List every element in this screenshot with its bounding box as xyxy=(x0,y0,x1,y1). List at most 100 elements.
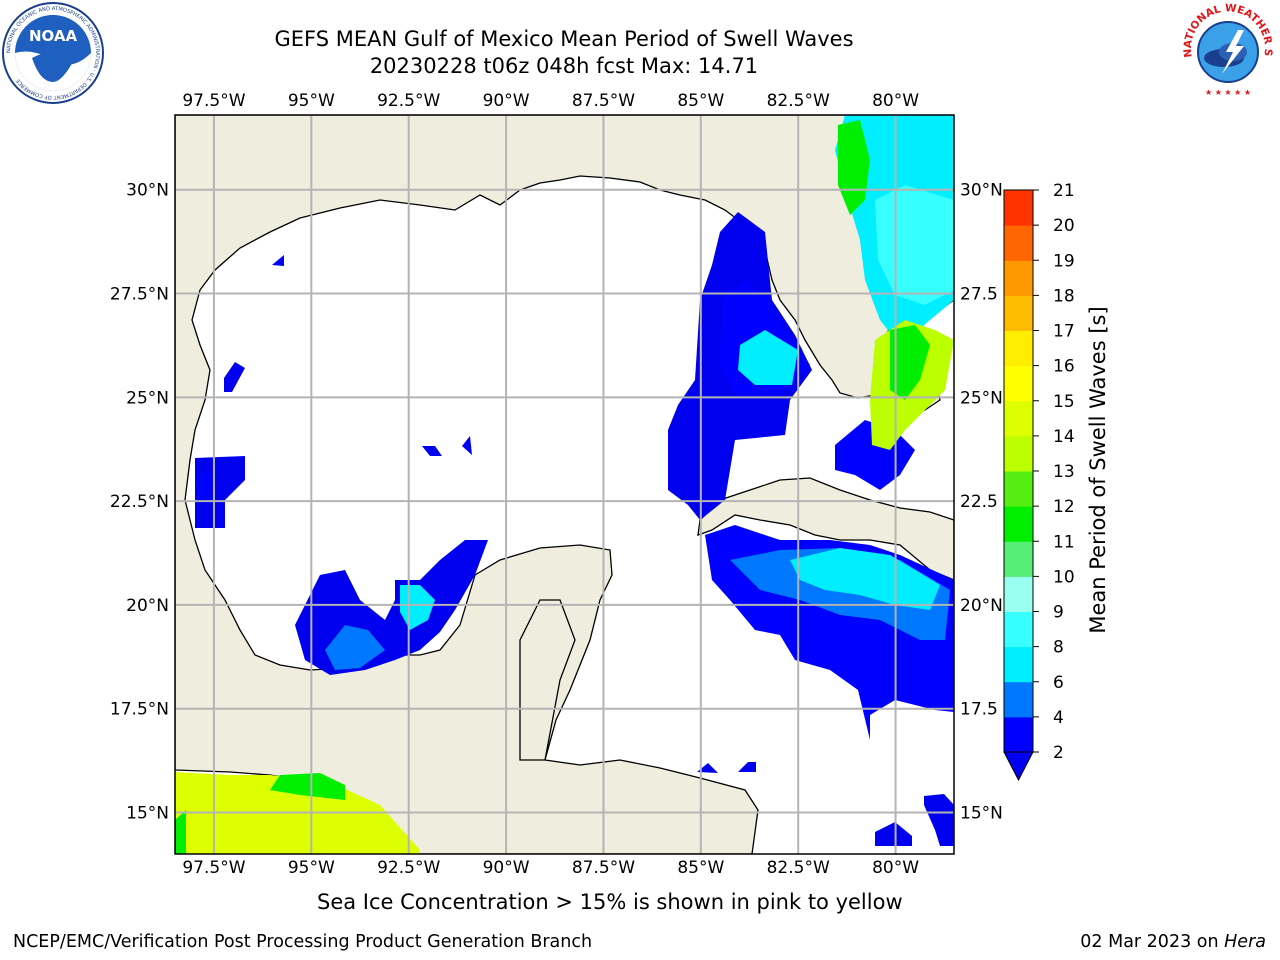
colorbar-tick-label: 6 xyxy=(1053,673,1064,693)
colorbar-bin xyxy=(1004,365,1033,402)
lon-label-top: 97.5°W xyxy=(182,91,245,111)
colorbar-tick-label: 10 xyxy=(1053,567,1075,587)
lat-label-right: 25°N xyxy=(960,388,1003,408)
swell-central-gulf-b xyxy=(462,436,472,455)
colorbar-bin xyxy=(1004,330,1033,367)
colorbar-bin xyxy=(1004,190,1033,226)
swell-campeche-mid xyxy=(325,625,385,670)
footer-credit: NCEP/EMC/Verification Post Processing Pr… xyxy=(13,932,593,952)
lat-label-right: 22.5 xyxy=(960,492,998,512)
footer-date-text: 02 Mar 2023 on xyxy=(1080,932,1225,952)
swell-west-florida-cyan xyxy=(738,330,798,385)
swell-pacific-edge xyxy=(175,810,186,854)
colorbar-title: Mean Period of Swell Waves [s] xyxy=(1086,306,1110,633)
lon-label-top: 82.5°W xyxy=(767,91,830,111)
swell-keys-green xyxy=(890,325,930,400)
swell-period-layer xyxy=(175,115,954,854)
lon-label-bottom: 85°W xyxy=(677,858,724,878)
colorbar-tick-label: 12 xyxy=(1053,497,1075,517)
lat-label-left: 30°N xyxy=(126,181,169,201)
lon-labels-bottom: 97.5°W 95°W 92.5°W 90°W 87.5°W 85°W 82.5°W 80°W xyxy=(182,858,919,878)
colorbar-tick-label: 20 xyxy=(1053,216,1075,236)
colorbar-tick-label: 2 xyxy=(1053,743,1064,763)
sea-ice-note: Sea Ice Concentration > 15% is shown in … xyxy=(317,890,903,914)
colorbar-tick-label: 19 xyxy=(1053,251,1075,271)
lon-label-top: 80°W xyxy=(872,91,919,111)
footer-date: 02 Mar 2023 on Hera xyxy=(1080,932,1266,952)
colorbar-tick-label: 13 xyxy=(1053,462,1075,482)
swell-nw-gulf-speck xyxy=(272,255,284,266)
colorbar-tick-label: 16 xyxy=(1053,357,1075,377)
lon-label-top: 90°W xyxy=(483,91,530,111)
lat-label-left: 22.5°N xyxy=(110,492,169,512)
lat-label-right: 27.5 xyxy=(960,285,998,305)
swell-south-speck-b xyxy=(738,762,756,772)
lon-label-bottom: 80°W xyxy=(872,858,919,878)
colorbar-bin xyxy=(1004,681,1033,718)
lon-label-bottom: 95°W xyxy=(288,858,335,878)
map-subtitle: 20230228 t06z 048h fcst Max: 14.71 xyxy=(369,54,759,78)
swell-west-gulf-small xyxy=(224,362,245,392)
colorbar-bin xyxy=(1004,400,1033,437)
colorbar-under-arrow xyxy=(1003,751,1034,782)
colorbar-tick-label: 8 xyxy=(1053,638,1064,658)
lat-label-right: 30°N xyxy=(960,181,1003,201)
lon-label-bottom: 90°W xyxy=(483,858,530,878)
noaa-logo-icon: NOAA NATIONAL OCEANIC AND ATMOSPHERIC AD… xyxy=(2,2,104,104)
lat-label-left: 15°N xyxy=(126,803,169,823)
colorbar-bin xyxy=(1004,225,1033,261)
colorbar-tick-label: 11 xyxy=(1053,532,1075,552)
swell-sw-caribbean xyxy=(875,822,912,846)
us-mexico-mainland-land xyxy=(175,115,954,854)
map-area xyxy=(175,115,954,854)
lon-label-top: 85°W xyxy=(677,91,724,111)
lat-label-right: 15°N xyxy=(960,803,1003,823)
map-title: GEFS MEAN Gulf of Mexico Mean Period of … xyxy=(274,27,854,51)
colorbar-bin xyxy=(1004,716,1033,753)
lat-label-left: 17.5°N xyxy=(110,700,169,720)
lat-label-left: 25°N xyxy=(126,388,169,408)
colorbar-bin xyxy=(1004,295,1033,331)
lon-label-bottom: 82.5°W xyxy=(767,858,830,878)
colorbar-tick-label: 15 xyxy=(1053,392,1075,412)
colorbar-bin xyxy=(1004,611,1033,648)
yucatan-east-land xyxy=(519,599,576,761)
lat-label-left: 27.5°N xyxy=(110,285,169,305)
colorbar-tick-label: 14 xyxy=(1053,427,1075,447)
lon-label-top: 87.5°W xyxy=(572,91,635,111)
colorbar-tick-label: 17 xyxy=(1053,322,1075,342)
nws-logo-icon: NATIONAL WEATHER SERVICE ★ ★ ★ ★ ★ xyxy=(1178,2,1276,100)
lat-label-right: 20°N xyxy=(960,596,1003,616)
swell-cayman-cyan xyxy=(790,548,940,610)
lat-label-left: 20°N xyxy=(126,596,169,616)
colorbar-tick-label: 4 xyxy=(1053,708,1064,728)
lon-label-bottom: 87.5°W xyxy=(572,858,635,878)
map-frame xyxy=(174,114,955,855)
lon-label-bottom: 97.5°W xyxy=(182,858,245,878)
swell-east-caribbean xyxy=(924,794,954,846)
lat-labels-left: 30°N 27.5°N 25°N 22.5°N 20°N 17.5°N 15°N xyxy=(110,181,169,824)
lat-labels-right: 30°N 27.5 25°N 22.5 20°N 17.5 15°N xyxy=(960,181,1003,824)
colorbar-tick-label: 9 xyxy=(1053,603,1064,623)
swell-central-gulf-a xyxy=(422,446,442,456)
colorbar-bin xyxy=(1004,506,1033,542)
lon-label-bottom: 92.5°W xyxy=(377,858,440,878)
colorbar-bin xyxy=(1004,471,1033,507)
swell-west-gulf-mid xyxy=(195,470,212,500)
noaa-logo-text: NOAA xyxy=(29,27,78,45)
lon-labels-top: 97.5°W 95°W 92.5°W 90°W 87.5°W 85°W 82.5°W 80°W xyxy=(182,91,919,111)
footer-machine: Hera xyxy=(1224,932,1266,952)
colorbar-tick-label: 21 xyxy=(1053,181,1075,201)
colorbar: 2 4 6 8 9 10 11 12 13 14 15 16 17 18 19 20 21 xyxy=(1003,181,1075,782)
land-layer xyxy=(175,115,954,854)
lon-label-top: 95°W xyxy=(288,91,335,111)
colorbar-tick-label: 18 xyxy=(1053,286,1075,306)
swell-south-speck-a xyxy=(697,763,718,773)
lon-label-top: 92.5°W xyxy=(377,91,440,111)
colorbar-bin xyxy=(1004,541,1033,577)
swell-pacific-green xyxy=(270,773,345,800)
colorbar-bin xyxy=(1004,260,1033,296)
graticule xyxy=(175,115,954,854)
colorbar-bin xyxy=(1004,646,1033,683)
swell-atlantic-green xyxy=(838,120,870,215)
